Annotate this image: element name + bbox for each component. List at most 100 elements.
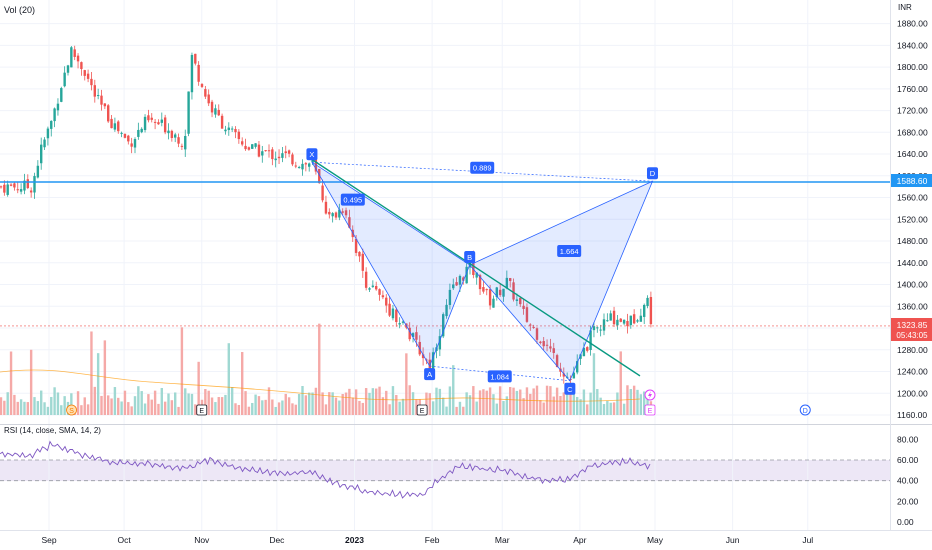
candle-body: [622, 319, 626, 324]
volume-bar: [264, 399, 267, 415]
candle-body: [646, 297, 649, 307]
volume-bar: [478, 390, 482, 415]
time-axis[interactable]: Sep Oct Nov Dec 2023 Feb Mar Apr May Jun Jul: [41, 535, 813, 545]
pattern-point-label: C: [567, 385, 573, 394]
candle-body: [438, 336, 442, 350]
candle-body: [629, 315, 632, 326]
volume-bar: [612, 402, 616, 415]
candle-body: [207, 94, 210, 104]
price-tick-label: 1480.00: [897, 236, 928, 246]
candle-body: [324, 201, 328, 214]
ratio-tag[interactable]: [487, 370, 512, 383]
earnings-event-marker[interactable]: [196, 404, 208, 416]
candle-body: [482, 287, 485, 292]
candle-body: [287, 150, 291, 154]
volume-bar: [351, 397, 354, 415]
candle-body: [177, 137, 180, 144]
volume-bar: [170, 400, 174, 415]
volume-indicator-label[interactable]: Vol (20): [4, 5, 35, 15]
candle-body: [36, 165, 40, 178]
candle-body: [33, 176, 36, 193]
pattern-point-tag[interactable]: [424, 368, 436, 381]
candle-body: [66, 65, 70, 73]
trendline[interactable]: [311, 158, 641, 377]
candle-body: [113, 123, 117, 130]
candle-body: [210, 101, 214, 113]
volume-bar: [341, 393, 344, 415]
candle-body: [96, 95, 100, 97]
event-marker-letter: E: [199, 408, 204, 415]
volume-bar: [29, 349, 33, 415]
lightning-bolt-glyph: [647, 391, 652, 399]
candle-body: [375, 286, 378, 290]
candle-body: [83, 70, 86, 76]
pattern-point-tag[interactable]: [564, 382, 576, 395]
candle-body: [308, 163, 311, 167]
candle-body: [331, 213, 334, 217]
rsi-tick-label: 40.00: [897, 476, 919, 486]
pattern-point-label: B: [467, 253, 472, 262]
volume-bar: [19, 399, 23, 415]
volume-bar: [361, 402, 364, 415]
candle-body: [29, 190, 33, 193]
volume-bar: [398, 401, 401, 415]
candle-body: [76, 55, 80, 62]
volume-bar: [163, 401, 167, 415]
volume-bar: [234, 403, 237, 415]
split-event-marker[interactable]: [66, 404, 77, 416]
dividend-event-marker[interactable]: [799, 404, 811, 416]
price-tick-label: 1800.00: [897, 62, 928, 72]
price-tick-label: 1560.00: [897, 193, 928, 203]
volume-bar: [143, 403, 147, 415]
time-tick-label: 2023: [345, 535, 364, 545]
candle-body: [515, 299, 519, 301]
candle-body: [153, 121, 157, 123]
candle-body: [388, 303, 391, 316]
candle-body: [197, 64, 200, 82]
candle-body: [163, 117, 167, 133]
volume-bar: [9, 351, 13, 415]
volume-bar: [576, 396, 579, 415]
pattern-point-tag[interactable]: [306, 148, 318, 161]
candle-body: [519, 297, 522, 305]
candle-body: [318, 168, 321, 184]
candle-body: [452, 284, 455, 289]
volume-bar: [46, 406, 50, 415]
volume-bar: [381, 397, 385, 415]
pattern-point-tag[interactable]: [646, 167, 658, 180]
candle-body: [619, 318, 622, 322]
price-tick-label: 1160.00: [897, 410, 927, 420]
candle-body: [488, 289, 492, 306]
candle-body: [398, 323, 401, 325]
earnings-event-marker[interactable]: [644, 404, 656, 416]
volume-bar: [512, 387, 515, 415]
ratio-tag[interactable]: [340, 193, 365, 206]
ratio-tag[interactable]: [557, 244, 582, 257]
volume-bar: [217, 397, 220, 415]
volume-bar: [468, 395, 472, 415]
volume-bars: [0, 323, 653, 415]
earnings-event-marker[interactable]: [416, 404, 428, 416]
candle-body: [0, 186, 3, 188]
volume-bar: [120, 401, 123, 415]
volume-bar: [435, 387, 438, 415]
volume-bar: [589, 392, 592, 415]
volume-bar: [294, 404, 297, 415]
rsi-indicator-label[interactable]: RSI (14, close, SMA, 14, 2): [4, 426, 101, 435]
volume-bar: [448, 386, 452, 415]
pattern-point-tag[interactable]: [464, 250, 476, 263]
pattern-triangle-xab[interactable]: [311, 161, 471, 367]
candle-body: [247, 147, 251, 150]
candle-body: [70, 47, 73, 68]
candle-body: [632, 314, 636, 324]
ratio-tag[interactable]: [470, 161, 495, 174]
pattern-triangle-bcd[interactable]: [469, 180, 654, 382]
harmonic-pattern[interactable]: 0.495 1.664 0.889 1.084 X A B C D: [0, 148, 890, 395]
candle-body: [23, 180, 26, 191]
volume-bar: [43, 402, 46, 415]
rsi-axis: 80.00 60.00 40.00 20.00 0.00: [897, 434, 919, 527]
candle-body: [143, 116, 147, 131]
volume-bar: [619, 351, 622, 415]
